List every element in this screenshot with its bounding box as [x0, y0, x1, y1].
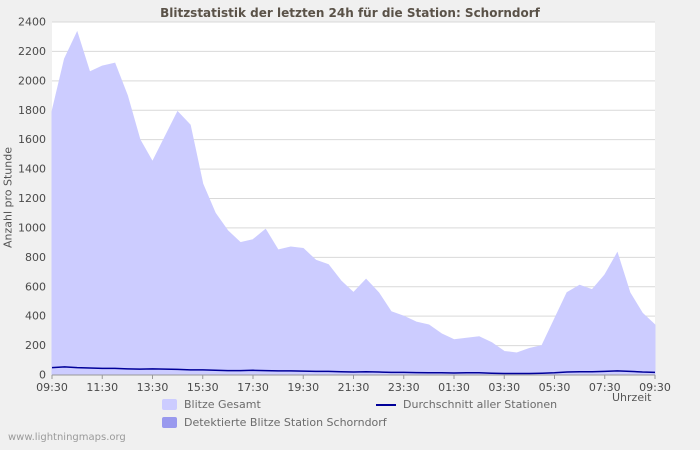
- svg-text:1400: 1400: [18, 163, 46, 176]
- svg-text:2200: 2200: [18, 45, 46, 58]
- svg-text:13:30: 13:30: [137, 381, 169, 394]
- legend-swatch-blitze-gesamt: [162, 399, 177, 410]
- legend-label-detektierte-blitze: Detektierte Blitze Station Schorndorf: [184, 416, 387, 429]
- svg-text:11:30: 11:30: [86, 381, 118, 394]
- svg-text:1200: 1200: [18, 192, 46, 205]
- svg-text:2000: 2000: [18, 74, 46, 87]
- svg-text:03:30: 03:30: [488, 381, 520, 394]
- x-axis-label: Uhrzeit: [612, 391, 652, 404]
- legend-label-durchschnitt: Durchschnitt aller Stationen: [403, 398, 558, 411]
- svg-text:21:30: 21:30: [338, 381, 370, 394]
- svg-text:400: 400: [25, 310, 46, 323]
- svg-text:600: 600: [25, 280, 46, 293]
- svg-text:09:30: 09:30: [639, 381, 671, 394]
- svg-text:17:30: 17:30: [237, 381, 269, 394]
- legend-swatch-detektierte-blitze: [162, 417, 177, 428]
- svg-text:09:30: 09:30: [36, 381, 68, 394]
- svg-text:05:30: 05:30: [539, 381, 571, 394]
- legend-swatch-durchschnitt-line: [376, 403, 396, 406]
- legend-label-blitze-gesamt: Blitze Gesamt: [184, 398, 261, 411]
- watermark-url: www.lightningmaps.org: [8, 432, 126, 443]
- svg-text:2400: 2400: [18, 16, 46, 29]
- svg-text:01:30: 01:30: [438, 381, 470, 394]
- svg-text:07:30: 07:30: [589, 381, 621, 394]
- legend-item-detektierte-blitze: Detektierte Blitze Station Schorndorf: [162, 416, 387, 429]
- legend-item-blitze-gesamt: Blitze Gesamt: [162, 398, 261, 411]
- svg-text:1600: 1600: [18, 133, 46, 146]
- svg-text:19:30: 19:30: [287, 381, 319, 394]
- svg-text:23:30: 23:30: [388, 381, 420, 394]
- svg-text:1000: 1000: [18, 221, 46, 234]
- svg-text:1800: 1800: [18, 104, 46, 117]
- svg-text:15:30: 15:30: [187, 381, 219, 394]
- chart-title: Blitzstatistik der letzten 24h für die S…: [160, 6, 540, 20]
- svg-text:800: 800: [25, 251, 46, 264]
- plot-area: 0 200 400 600 800 1000 1200 1400 1600 1800 2000 220…: [18, 16, 671, 395]
- legend-item-durchschnitt-aller-stationen: Durchschnitt aller Stationen: [376, 398, 557, 411]
- svg-text:200: 200: [25, 339, 46, 352]
- svg-text:0: 0: [39, 369, 46, 382]
